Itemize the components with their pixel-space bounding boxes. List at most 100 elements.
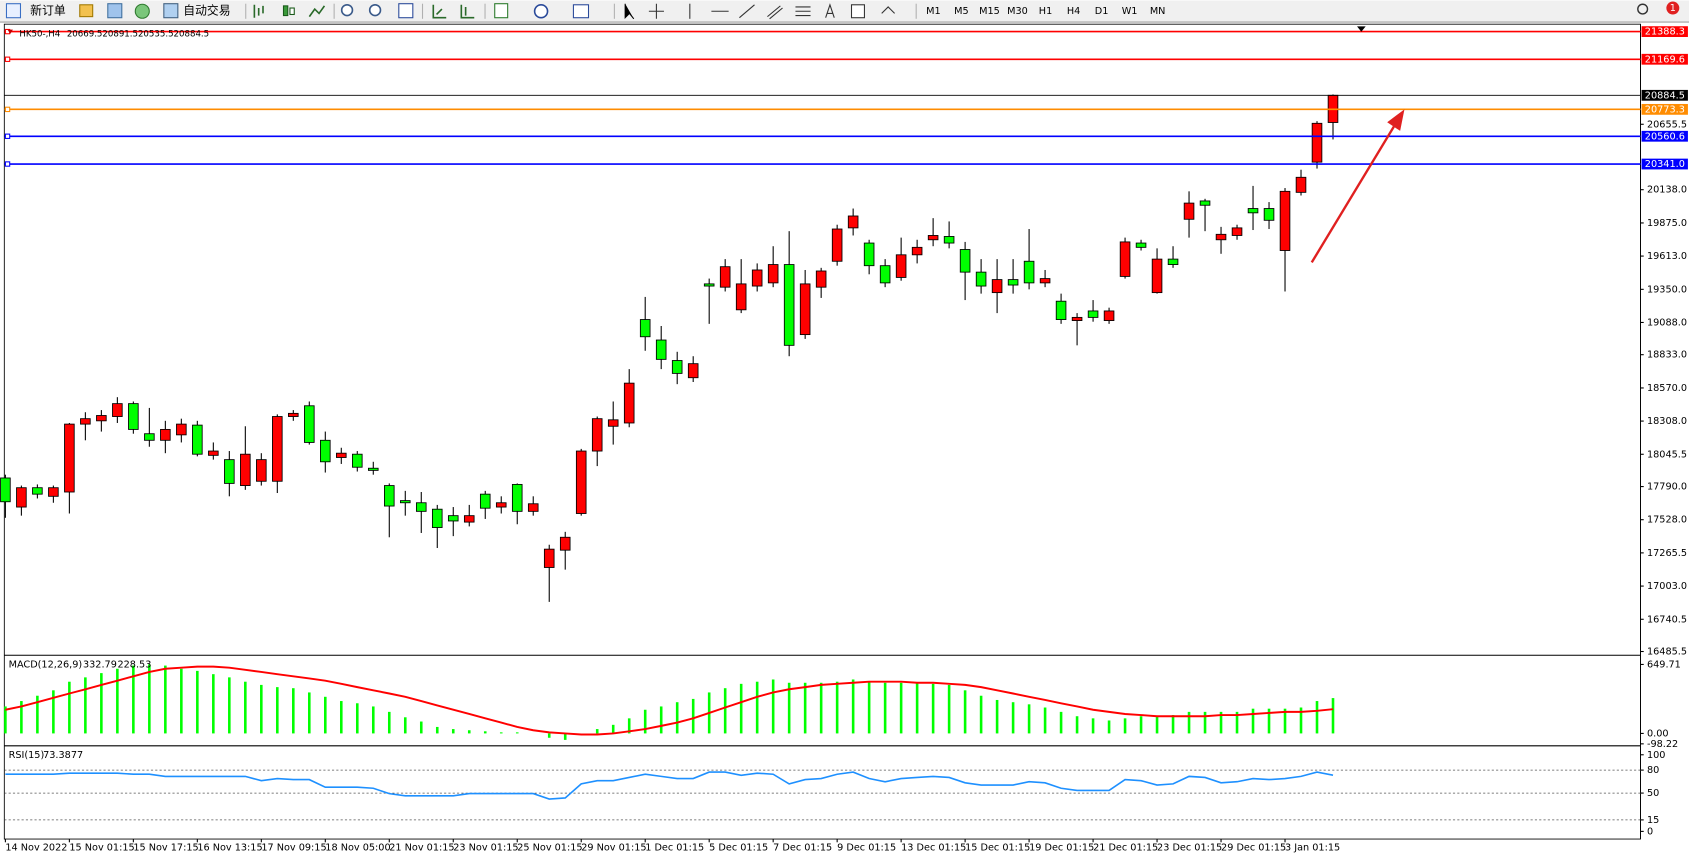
macd-bar bbox=[1219, 711, 1223, 734]
candle-body bbox=[559, 536, 571, 551]
candle-body bbox=[1183, 202, 1195, 220]
timeframe-button[interactable]: MN bbox=[1150, 6, 1166, 17]
auto-trading-button[interactable]: 自动交易 bbox=[183, 4, 230, 18]
candle-body bbox=[192, 424, 203, 455]
candle-body bbox=[176, 423, 187, 436]
zoom-in-icon[interactable] bbox=[340, 3, 354, 17]
macd-bar bbox=[164, 665, 167, 734]
periods-icon[interactable] bbox=[533, 3, 549, 19]
macd-bar bbox=[963, 690, 967, 734]
macd-bar bbox=[1315, 701, 1319, 734]
notification-count[interactable]: 1 bbox=[1670, 3, 1676, 14]
y-tick-label: 18308.0 bbox=[1647, 416, 1687, 427]
timeframe-button[interactable]: W1 bbox=[1122, 6, 1138, 17]
x-tick-label: 19 Dec 01:15 bbox=[1029, 843, 1094, 854]
candle-body bbox=[1167, 258, 1179, 265]
x-tick-label: 29 Dec 01:15 bbox=[1221, 843, 1286, 854]
icon[interactable] bbox=[134, 3, 150, 19]
new-order-button[interactable]: 新订单 bbox=[30, 4, 66, 18]
candle-body bbox=[208, 450, 219, 456]
auto-trading-icon[interactable] bbox=[163, 3, 179, 19]
search-icon[interactable] bbox=[1637, 3, 1649, 15]
icon[interactable] bbox=[79, 4, 94, 18]
candle-body bbox=[879, 265, 891, 284]
timeframe-button[interactable]: M15 bbox=[979, 6, 1000, 17]
candle-body bbox=[16, 487, 27, 508]
candle-body bbox=[1231, 227, 1243, 236]
shift-icon[interactable] bbox=[460, 4, 475, 19]
notification-badge[interactable] bbox=[1666, 1, 1680, 15]
macd-bar bbox=[1059, 711, 1063, 734]
macd-bar bbox=[1075, 716, 1079, 734]
candle-body bbox=[831, 228, 843, 262]
macd-bar bbox=[196, 670, 199, 734]
macd-bar bbox=[68, 681, 71, 734]
indicator-title: RSI(15) bbox=[9, 750, 45, 761]
macd-bar bbox=[643, 709, 647, 734]
macd-bar bbox=[308, 692, 311, 734]
scroll-icon[interactable] bbox=[432, 4, 447, 19]
macd-bar bbox=[1171, 715, 1175, 734]
timeframe-button[interactable]: M1 bbox=[926, 6, 941, 17]
candle-body bbox=[128, 403, 139, 430]
y-tick-label: 649.71 bbox=[1647, 659, 1681, 670]
macd-bar bbox=[1139, 716, 1143, 734]
rsi-line bbox=[5, 771, 1334, 800]
candle-body bbox=[607, 419, 619, 427]
candle-chart-icon[interactable] bbox=[282, 5, 289, 17]
y-tick-label: 19088.0 bbox=[1647, 317, 1687, 328]
y-tick-label: 18045.5 bbox=[1647, 449, 1687, 460]
icon[interactable] bbox=[107, 3, 123, 19]
macd-bar bbox=[100, 673, 103, 734]
channel-icon[interactable] bbox=[767, 5, 783, 20]
candle-body bbox=[1247, 208, 1259, 214]
new-order-icon[interactable] bbox=[5, 3, 22, 19]
x-tick-label: 15 Dec 01:15 bbox=[965, 843, 1030, 854]
crosshair-icon[interactable] bbox=[648, 3, 664, 19]
timeframe-button[interactable]: H1 bbox=[1039, 6, 1052, 17]
macd-bar bbox=[1107, 720, 1111, 734]
macd-bar bbox=[1155, 716, 1159, 734]
arrows-icon[interactable] bbox=[881, 6, 896, 14]
candle-body bbox=[751, 269, 763, 287]
candle-body bbox=[735, 283, 747, 311]
timeframe-button[interactable]: M30 bbox=[1007, 6, 1028, 17]
candle-body bbox=[639, 319, 651, 338]
zoom-out-icon[interactable] bbox=[368, 3, 382, 17]
templates-icon[interactable] bbox=[572, 4, 590, 19]
candle-body bbox=[543, 548, 555, 568]
candle-body bbox=[1215, 233, 1227, 241]
timeframe-button[interactable]: D1 bbox=[1095, 6, 1109, 17]
fibo-icon[interactable] bbox=[795, 6, 811, 17]
x-tick-label: 9 Dec 01:15 bbox=[837, 843, 896, 854]
candle-body bbox=[975, 271, 987, 287]
ohlc-value: 20891.5 bbox=[102, 29, 138, 39]
x-tick-label: 23 Nov 01:15 bbox=[453, 843, 518, 854]
macd-bar bbox=[819, 682, 823, 734]
bar-chart-icon[interactable] bbox=[253, 4, 264, 18]
macd-bar bbox=[627, 718, 631, 734]
y-tick-label: 20138.0 bbox=[1647, 185, 1687, 196]
signal-line bbox=[5, 665, 1334, 736]
candle-body bbox=[511, 483, 523, 512]
tile-icon[interactable] bbox=[398, 3, 414, 19]
indicator-value: 73.3877 bbox=[43, 750, 83, 761]
y-tick-label: 15 bbox=[1647, 815, 1659, 826]
indicators-icon[interactable] bbox=[494, 3, 509, 19]
macd-bar bbox=[547, 733, 551, 738]
trendline-icon[interactable] bbox=[739, 4, 755, 19]
cursor-icon[interactable] bbox=[624, 3, 635, 20]
candle-body bbox=[1039, 278, 1051, 284]
line-chart-icon[interactable] bbox=[308, 5, 326, 18]
macd-bar bbox=[52, 690, 55, 734]
label-icon[interactable] bbox=[850, 4, 865, 19]
timeframe-button[interactable]: M5 bbox=[954, 6, 969, 17]
symbol-marker bbox=[7, 29, 13, 34]
timeframe-button[interactable]: H4 bbox=[1067, 6, 1080, 17]
text-icon[interactable] bbox=[825, 3, 835, 18]
last-price-label: 20884.5 bbox=[1645, 90, 1685, 101]
x-tick-label: 23 Dec 01:15 bbox=[1157, 843, 1222, 854]
candle-body bbox=[959, 249, 971, 273]
candle-body bbox=[863, 242, 875, 267]
macd-bar bbox=[883, 682, 887, 734]
